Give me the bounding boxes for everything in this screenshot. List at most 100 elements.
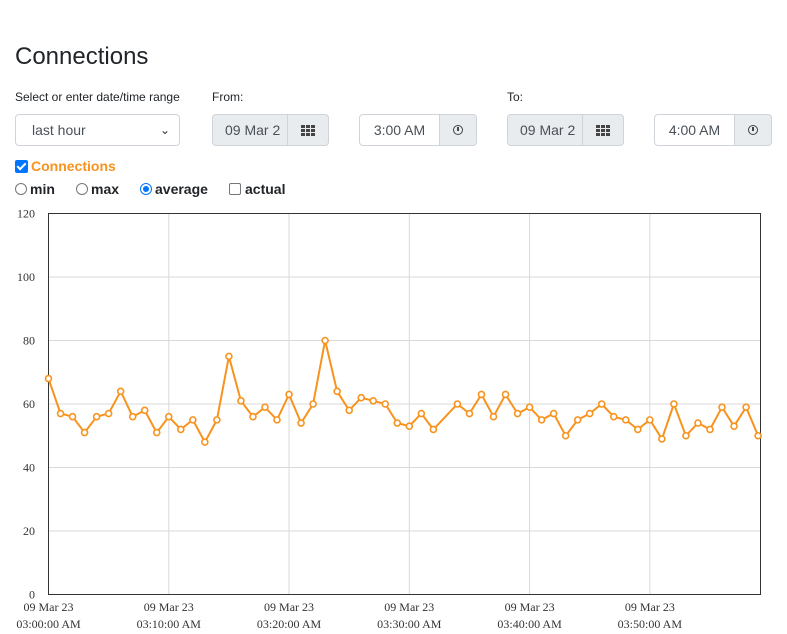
data-point (513, 409, 522, 418)
data-point (718, 403, 726, 411)
y-tick-label: 20 (23, 524, 35, 538)
y-tick-label: 40 (23, 461, 35, 475)
data-point (225, 352, 233, 361)
horizontal-gridlines (48, 213, 761, 595)
data-point (609, 412, 618, 421)
x-tick-label-time: 03:00:00 AM (16, 617, 81, 631)
data-point (646, 416, 654, 424)
x-tick-label-date: 09 Mar 23 (24, 600, 74, 614)
data-point (104, 409, 113, 418)
data-point (369, 397, 378, 405)
data-point (189, 416, 197, 424)
data-point (682, 431, 690, 440)
data-point (429, 425, 438, 434)
data-point (549, 409, 558, 418)
to-date-input[interactable]: 09 Mar 2 (507, 114, 583, 146)
range-label: Select or enter date/time range (15, 90, 180, 104)
data-point (273, 416, 281, 424)
from-time-input[interactable]: 3:00 AM (359, 114, 440, 146)
data-point (525, 403, 534, 411)
to-time-input[interactable]: 4:00 AM (654, 114, 735, 146)
data-point (465, 409, 474, 418)
data-point (585, 409, 594, 418)
page-title: Connections (15, 43, 149, 70)
clock-icon (453, 125, 463, 135)
data-point (561, 431, 570, 440)
data-point (237, 397, 245, 405)
series-points-connections (44, 336, 762, 446)
data-point (201, 438, 209, 446)
from-calendar-button[interactable] (288, 114, 329, 146)
calendar-grid-icon (596, 124, 610, 136)
mode-average-radio[interactable] (140, 183, 152, 195)
series-line-connections (47, 340, 760, 445)
range-select[interactable]: last hour ⌄ (15, 114, 180, 146)
mode-max-radio[interactable] (76, 183, 88, 195)
to-label: To: (507, 90, 524, 104)
mode-average-label: average (155, 181, 208, 197)
y-tick-label: 60 (23, 397, 35, 411)
data-point (501, 390, 510, 399)
data-point (573, 416, 582, 424)
data-point (754, 431, 762, 440)
data-point (742, 403, 750, 411)
connections-toggle-label: Connections (31, 158, 116, 174)
connections-toggle[interactable]: Connections (15, 158, 116, 174)
data-point (44, 374, 53, 383)
x-tick-label-time: 03:30:00 AM (377, 617, 442, 631)
data-point (381, 400, 390, 408)
mode-actual-option[interactable]: actual (229, 181, 285, 197)
data-point (56, 409, 65, 418)
data-point (333, 387, 341, 396)
data-point (116, 387, 125, 396)
y-tick-label: 120 (17, 207, 35, 221)
x-tick-label-date: 09 Mar 23 (384, 600, 434, 614)
x-tick-label-date: 09 Mar 23 (144, 600, 194, 614)
data-point (92, 412, 101, 421)
data-point (128, 412, 137, 421)
range-select-value: last hour (32, 122, 86, 138)
data-point (477, 390, 486, 399)
data-point (357, 393, 366, 402)
data-point (249, 412, 257, 421)
to-calendar-button[interactable] (583, 114, 624, 146)
data-point (309, 400, 317, 408)
x-tick-label-date: 09 Mar 23 (264, 600, 314, 614)
from-clock-button[interactable] (440, 114, 477, 146)
clock-icon (748, 125, 758, 135)
data-point (405, 422, 414, 431)
mode-max-label: max (91, 181, 120, 197)
y-tick-label: 100 (17, 270, 35, 284)
calendar-grid-icon (301, 124, 315, 136)
data-point (730, 422, 738, 431)
x-tick-label-time: 03:10:00 AM (137, 617, 202, 631)
data-point (670, 400, 678, 408)
data-point (345, 406, 353, 415)
x-tick-label-time: 03:50:00 AM (618, 617, 683, 631)
mode-min-option[interactable]: min (15, 181, 55, 197)
data-point (393, 419, 402, 427)
data-point (453, 400, 462, 408)
data-point (694, 419, 702, 427)
data-point (297, 419, 305, 427)
data-point (213, 416, 221, 424)
from-date-input[interactable]: 09 Mar 2 (212, 114, 288, 146)
x-tick-label-time: 03:40:00 AM (497, 617, 562, 631)
data-point (597, 400, 606, 408)
plot-area-border (48, 213, 761, 595)
data-point (261, 403, 269, 411)
mode-average-option[interactable]: average (140, 181, 208, 197)
mode-max-option[interactable]: max (76, 181, 119, 197)
x-axis-ticks: 09 Mar 23 03:00:00 AM 09 Mar 23 03:10:00 AM… (16, 600, 682, 631)
y-axis-ticks: 0 20 40 60 80 100 120 (17, 207, 35, 602)
mode-actual-label: actual (245, 181, 286, 197)
mode-actual-checkbox[interactable] (229, 183, 241, 195)
data-point (658, 435, 666, 443)
data-point (140, 406, 149, 415)
y-tick-label: 80 (23, 334, 35, 348)
to-clock-button[interactable] (735, 114, 772, 146)
connections-checkbox[interactable] (15, 159, 28, 173)
x-tick-label-date: 09 Mar 23 (625, 600, 675, 614)
mode-min-radio[interactable] (15, 183, 27, 195)
mode-min-label: min (30, 181, 55, 197)
